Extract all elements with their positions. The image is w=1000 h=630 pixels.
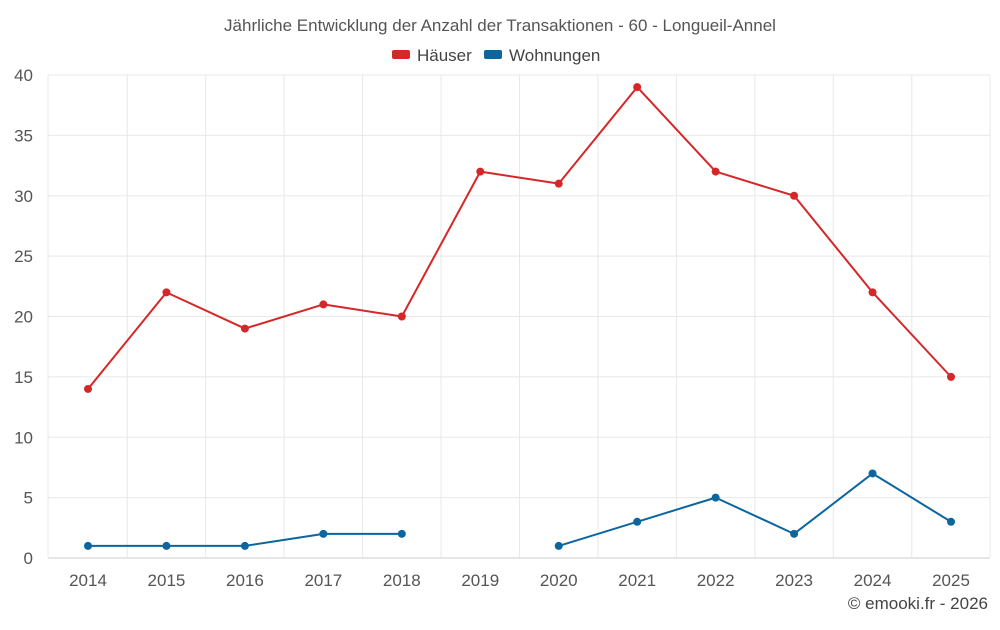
series-line-haeuser xyxy=(87,86,952,390)
x-tick-label: 2023 xyxy=(775,571,813,590)
y-tick-label: 0 xyxy=(24,549,33,568)
x-tick-label: 2015 xyxy=(148,571,186,590)
x-tick-label: 2020 xyxy=(540,571,578,590)
chart-title: Jährliche Entwicklung der Anzahl der Tra… xyxy=(224,16,776,35)
series-line-wohnungen xyxy=(558,472,952,547)
y-tick-label: 35 xyxy=(14,126,33,145)
series-haeuser xyxy=(84,83,955,393)
y-tick-label: 25 xyxy=(14,247,33,266)
y-tick-label: 10 xyxy=(14,428,33,447)
data-point-haeuser[interactable] xyxy=(868,288,877,297)
y-tick-label: 30 xyxy=(14,187,33,206)
data-point-haeuser[interactable] xyxy=(790,191,799,200)
data-point-haeuser[interactable] xyxy=(84,384,92,393)
data-point-haeuser[interactable] xyxy=(319,300,328,309)
x-tick-label: 2017 xyxy=(304,571,342,590)
data-point-haeuser[interactable] xyxy=(240,324,249,333)
x-tick-label: 2022 xyxy=(697,571,735,590)
y-tick-label: 40 xyxy=(14,66,33,85)
legend-label-wohnungen: Wohnungen xyxy=(509,46,600,65)
data-point-wohnungen[interactable] xyxy=(790,529,799,538)
x-tick-label: 2024 xyxy=(854,571,892,590)
data-point-haeuser[interactable] xyxy=(554,179,563,188)
x-tick-label: 2016 xyxy=(226,571,264,590)
data-point-wohnungen[interactable] xyxy=(240,541,249,550)
y-tick-label: 15 xyxy=(14,368,33,387)
data-point-wohnungen[interactable] xyxy=(397,529,406,538)
y-tick-label: 5 xyxy=(24,489,33,508)
data-point-wohnungen[interactable] xyxy=(554,541,563,550)
legend-label-haeuser: Häuser xyxy=(417,46,472,65)
data-point-wohnungen[interactable] xyxy=(633,517,642,526)
data-point-wohnungen[interactable] xyxy=(319,529,328,538)
data-point-haeuser[interactable] xyxy=(633,83,642,92)
legend-swatch-wohnungen xyxy=(484,50,502,59)
data-point-wohnungen[interactable] xyxy=(84,541,92,550)
y-tick-label: 20 xyxy=(14,308,33,327)
data-point-haeuser[interactable] xyxy=(947,372,955,381)
data-point-wohnungen[interactable] xyxy=(711,493,720,502)
legend-item-haeuser[interactable]: Häuser xyxy=(392,46,472,65)
data-point-haeuser[interactable] xyxy=(397,312,406,321)
x-tick-label: 2019 xyxy=(461,571,499,590)
grid xyxy=(47,74,991,559)
data-point-wohnungen[interactable] xyxy=(868,469,877,478)
data-point-haeuser[interactable] xyxy=(711,167,720,176)
data-point-haeuser[interactable] xyxy=(162,288,171,297)
x-tick-label: 2018 xyxy=(383,571,421,590)
x-tick-label: 2021 xyxy=(618,571,656,590)
data-point-haeuser[interactable] xyxy=(476,167,485,176)
legend-swatch-haeuser xyxy=(392,50,410,59)
series-layer xyxy=(84,83,955,550)
x-tick-label: 2025 xyxy=(932,571,970,590)
x-tick-label: 2014 xyxy=(69,571,107,590)
data-point-wohnungen[interactable] xyxy=(947,517,955,526)
legend: Häuser Wohnungen xyxy=(392,46,600,65)
data-point-wohnungen[interactable] xyxy=(162,541,171,550)
credit-text: © emooki.fr - 2026 xyxy=(848,594,988,613)
series-wohnungen xyxy=(84,469,955,550)
legend-item-wohnungen[interactable]: Wohnungen xyxy=(484,46,600,65)
